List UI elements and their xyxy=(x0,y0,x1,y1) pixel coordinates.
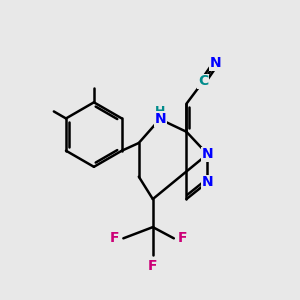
Text: N: N xyxy=(210,56,222,70)
Text: F: F xyxy=(110,231,119,245)
Text: N: N xyxy=(202,175,213,189)
Text: F: F xyxy=(148,259,158,272)
Text: F: F xyxy=(178,231,188,245)
Text: H: H xyxy=(155,105,166,118)
Text: N: N xyxy=(154,112,166,126)
Text: N: N xyxy=(202,147,213,161)
Text: C: C xyxy=(198,74,208,88)
